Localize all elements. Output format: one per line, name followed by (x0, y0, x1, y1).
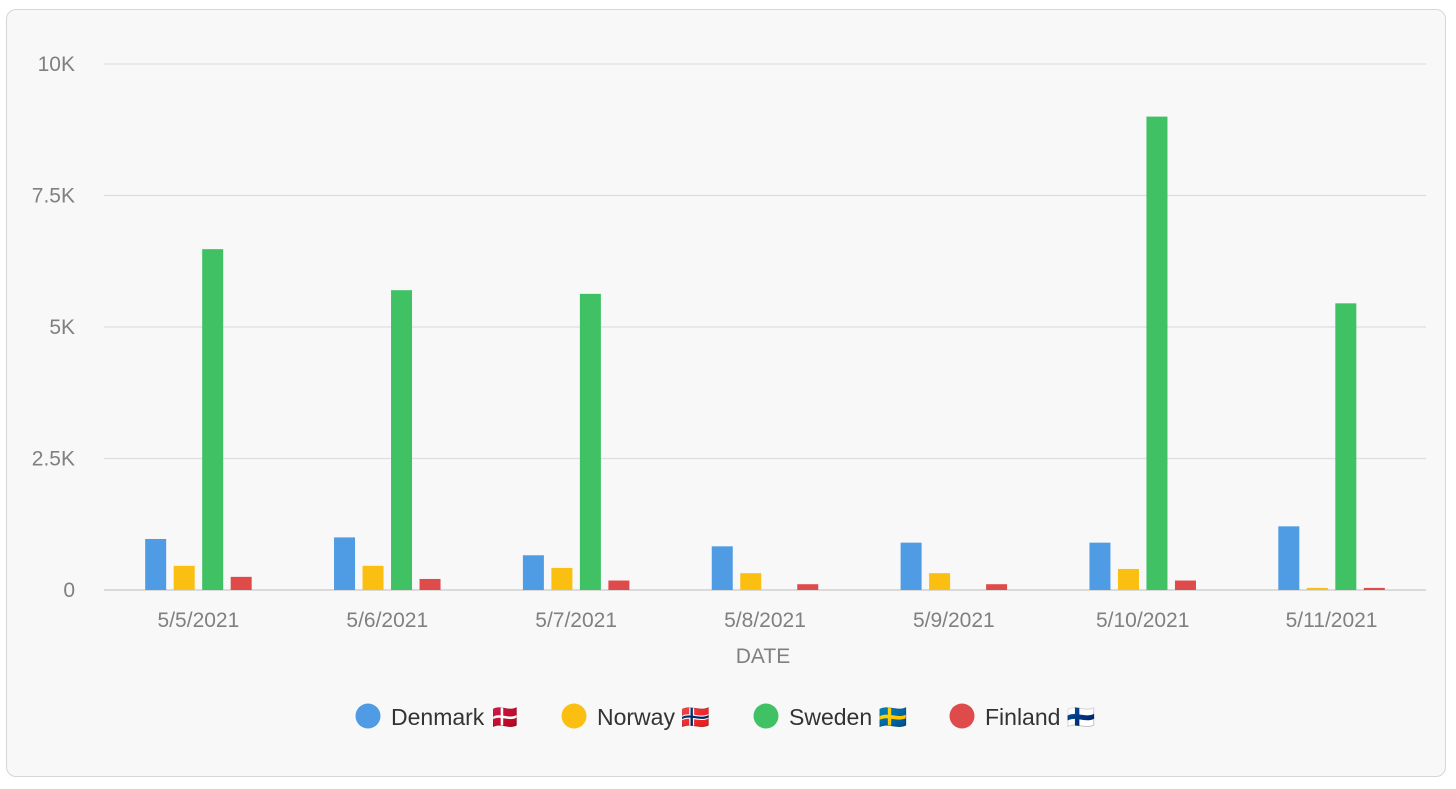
chart-card (6, 9, 1446, 777)
bar-norway[interactable] (929, 573, 951, 590)
legend-label: Finland 🇫🇮 (985, 704, 1096, 730)
x-tick-label: 5/11/2021 (1286, 609, 1378, 632)
y-tick-label: 2.5K (32, 448, 75, 471)
bar-finland[interactable] (986, 584, 1008, 590)
bar-finland[interactable] (1174, 580, 1196, 590)
x-tick-label: 5/6/2021 (346, 609, 428, 632)
bars (145, 116, 1385, 591)
legend-item[interactable]: Denmark 🇩🇰 (355, 703, 520, 731)
bar-sweden[interactable] (1335, 303, 1357, 590)
x-tick-labels: 5/5/2021 5/6/2021 5/7/2021 5/8/2021 5/9/2021… (158, 609, 1378, 632)
bar-sweden[interactable] (391, 290, 413, 590)
bar-sweden[interactable] (1146, 116, 1168, 590)
bar-denmark[interactable] (145, 538, 167, 590)
x-tick-label: 5/5/2021 (158, 609, 240, 632)
legend-swatch (753, 703, 779, 729)
bar-norway[interactable] (362, 565, 384, 590)
y-tick-label: 7.5K (32, 185, 75, 208)
legend-item[interactable]: Norway 🇳🇴 (561, 703, 711, 731)
bar-norway[interactable] (551, 567, 573, 590)
legend-swatch (561, 703, 587, 729)
bar-denmark[interactable] (1089, 542, 1111, 590)
bar-sweden[interactable] (202, 249, 224, 591)
legend-label: Sweden 🇸🇪 (789, 704, 908, 730)
bar-denmark[interactable] (334, 537, 356, 590)
bar-norway[interactable] (173, 565, 195, 590)
legend-item[interactable]: Finland 🇫🇮 (949, 703, 1096, 731)
x-tick-label: 5/7/2021 (535, 609, 617, 632)
bar-denmark[interactable] (1278, 526, 1300, 590)
x-axis-title: DATE (736, 645, 790, 668)
bar-norway[interactable] (1117, 568, 1139, 590)
bar-finland[interactable] (419, 578, 441, 590)
bar-finland[interactable] (1363, 587, 1385, 590)
legend-label: Denmark 🇩🇰 (391, 704, 519, 730)
legend-item[interactable]: Sweden 🇸🇪 (753, 703, 908, 731)
y-tick-label: 5K (49, 316, 75, 339)
legend-swatch (949, 703, 975, 729)
bar-norway[interactable] (1306, 587, 1328, 590)
legend-swatch (355, 703, 381, 729)
bar-norway[interactable] (740, 573, 762, 590)
bar-finland[interactable] (797, 584, 819, 590)
legend-label: Norway 🇳🇴 (597, 704, 710, 730)
y-tick-label: 10K (38, 53, 75, 76)
x-tick-label: 5/8/2021 (724, 609, 806, 632)
legend: Denmark 🇩🇰 Norway 🇳🇴 Sweden 🇸🇪 Finland 🇫🇮 (355, 703, 1096, 731)
bar-denmark[interactable] (900, 542, 922, 590)
y-tick-labels: 0 2.5K 5K 7.5K 10K (32, 53, 75, 602)
bar-finland[interactable] (230, 576, 252, 590)
x-tick-label: 5/10/2021 (1096, 609, 1189, 632)
bar-denmark[interactable] (522, 555, 544, 590)
y-tick-label: 0 (63, 579, 75, 602)
bar-sweden[interactable] (579, 293, 601, 590)
gridlines (104, 63, 1426, 591)
bar-denmark[interactable] (711, 546, 733, 590)
bar-finland[interactable] (608, 580, 630, 590)
x-tick-label: 5/9/2021 (913, 609, 995, 632)
